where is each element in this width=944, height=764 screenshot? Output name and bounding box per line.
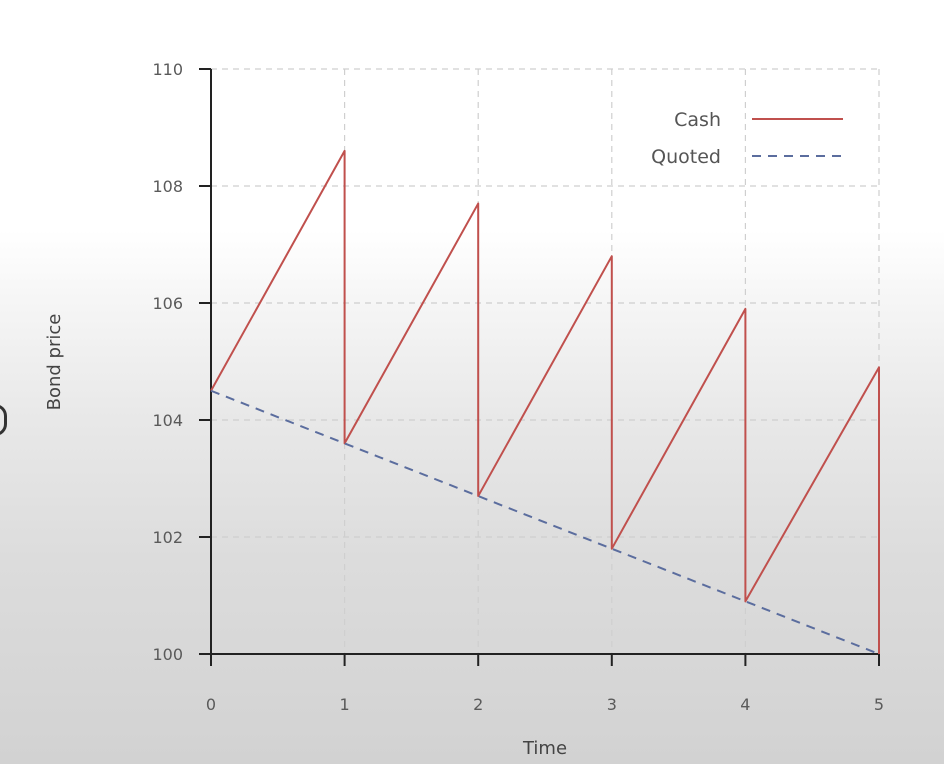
tick-labels: 100 102 104 106 108 110 0 1 2 3 4 5 (152, 60, 884, 714)
y-tick-label: 104 (152, 411, 183, 430)
legend-label: Quoted (651, 146, 721, 168)
y-tick-label: 108 (152, 177, 183, 196)
y-tick-label: 102 (152, 528, 183, 547)
y-tick-label: 106 (152, 294, 183, 313)
y-tick-label: 110 (152, 60, 183, 79)
axes (199, 68, 880, 666)
series-line-cash (210, 149, 880, 654)
legend-label: Cash (674, 109, 721, 131)
x-tick-label: 4 (740, 695, 750, 714)
x-tick-label: 0 (206, 695, 216, 714)
x-tick-label: 1 (340, 695, 350, 714)
series-lines (210, 149, 880, 655)
x-axis-title: Time (522, 738, 567, 759)
x-tick-label: 2 (473, 695, 483, 714)
legend: Cash Quoted (651, 109, 843, 168)
grid-lines (211, 68, 880, 654)
y-tick-label: 100 (152, 645, 183, 664)
x-tick-label: 5 (874, 695, 884, 714)
series-line-quoted (210, 389, 880, 655)
x-tick-label: 3 (607, 695, 617, 714)
y-axis-title: Bond price (44, 314, 65, 411)
